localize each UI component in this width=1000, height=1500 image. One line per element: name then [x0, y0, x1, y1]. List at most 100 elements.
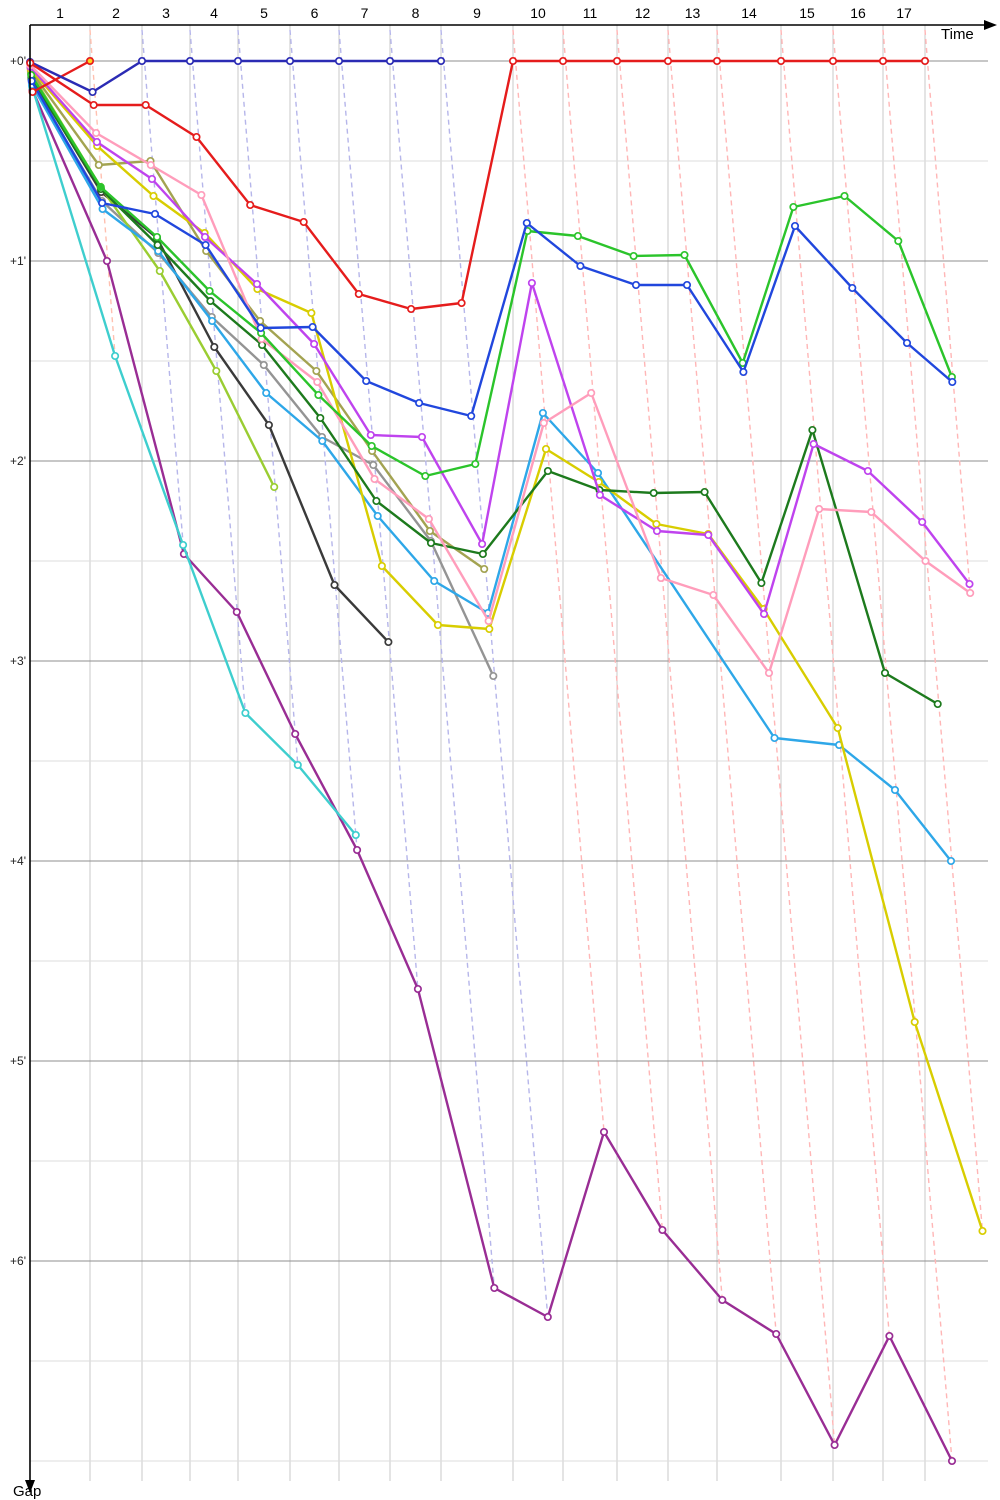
series-dark-green-marker: [543, 466, 552, 476]
x-tick-label: 4: [210, 5, 218, 21]
series-magenta-marker: [147, 174, 157, 184]
series-blue-marker: [415, 398, 424, 408]
series-olive-marker: [312, 366, 321, 376]
series-blue-marker: [848, 283, 857, 293]
series-purple-marker: [232, 607, 241, 617]
series-sky-blue-marker: [890, 785, 900, 795]
series-gray-marker: [489, 671, 498, 681]
series-green-line: [30, 74, 954, 478]
stage-dashed-line: [924, 29, 971, 594]
series-green-marker: [894, 236, 903, 246]
series-sky-blue-marker: [373, 511, 382, 521]
series-magenta-marker: [595, 490, 604, 500]
stage-dashed-line: [141, 29, 185, 555]
series-gray-marker: [369, 460, 378, 470]
stage-dashed-line: [716, 29, 836, 1446]
series-blue-marker: [739, 367, 748, 377]
series-green-marker: [205, 286, 214, 296]
series-blue-marker: [576, 261, 585, 271]
series-red-marker: [354, 289, 363, 299]
y-tick-label: +1': [10, 254, 26, 268]
series-sky-blue-marker: [538, 408, 547, 418]
series-green-marker: [421, 471, 430, 481]
stage-dashed-line: [780, 29, 891, 1337]
series-red-marker: [457, 298, 466, 308]
x-tick-label: 14: [741, 5, 757, 21]
x-tick-label: 11: [583, 5, 598, 21]
series-red-stage1-marker: [85, 56, 95, 66]
series-purple-marker: [413, 984, 422, 994]
series-purple-marker: [947, 1456, 957, 1466]
series-black-marker: [264, 420, 273, 430]
series-blue-marker: [790, 221, 800, 231]
series-sky-blue-line: [30, 84, 952, 862]
series-navy-marker: [385, 56, 395, 66]
series-magenta-marker: [652, 526, 662, 536]
series-sky-blue-marker: [593, 468, 603, 478]
series-magenta-marker: [92, 137, 101, 147]
series-red-marker: [192, 132, 201, 142]
series-blue-marker: [256, 323, 265, 333]
stage-dashed-line: [338, 29, 419, 990]
series-green-marker: [152, 232, 162, 242]
series-sky-blue-marker: [430, 576, 439, 586]
series-purple-marker: [718, 1295, 727, 1305]
x-tick-label: 10: [530, 5, 546, 21]
x-tick-label: 5: [260, 5, 268, 21]
series-pink-marker: [146, 160, 155, 170]
series-black-marker: [210, 342, 219, 352]
series-pink-marker: [539, 418, 548, 428]
series-pink-marker: [370, 474, 379, 484]
series-yellow-marker: [978, 1226, 987, 1236]
series-red-marker: [878, 56, 888, 66]
stage-dashed-line: [882, 29, 984, 1232]
series-red-marker: [141, 100, 150, 110]
series-dark-green-marker: [880, 668, 890, 678]
series-pink-marker: [966, 588, 975, 598]
series-pink-marker: [815, 504, 824, 514]
series-purple-marker: [772, 1329, 781, 1339]
series-purple-line: [31, 89, 954, 1462]
series-blue-marker: [308, 322, 317, 332]
series-red-marker: [663, 56, 673, 66]
series-magenta-line: [29, 66, 971, 616]
series-yellow-marker: [377, 561, 386, 571]
series-sky-blue-marker: [208, 316, 217, 326]
series-blue-marker: [362, 376, 371, 386]
x-tick-label: 16: [850, 5, 866, 21]
series-pink-marker: [709, 590, 718, 600]
series-red-line: [29, 59, 925, 311]
series-magenta-marker: [478, 539, 487, 549]
series-purple-marker: [599, 1127, 609, 1137]
series-red-marker: [558, 56, 568, 66]
series-purple-marker: [291, 729, 300, 739]
x-axis-title: Time: [941, 26, 974, 43]
series-light-green-marker: [270, 482, 279, 492]
y-tick-label: +6': [10, 1254, 26, 1268]
series-gray-marker: [259, 360, 268, 370]
series-blue-line: [30, 80, 954, 418]
series-blue-marker: [631, 280, 641, 290]
series-magenta-marker: [417, 432, 427, 442]
series-red-marker: [920, 56, 930, 66]
series-purple-marker: [885, 1331, 894, 1341]
series-pink-marker: [587, 388, 596, 398]
series-navy-marker: [436, 56, 446, 66]
series-pink-marker: [867, 507, 876, 517]
stage-dashed-line: [832, 29, 953, 1462]
series-purple-marker: [353, 845, 362, 855]
series-red-marker: [246, 200, 255, 210]
series-purple-marker: [543, 1312, 552, 1322]
series-dark-green-marker: [933, 699, 942, 709]
x-tick-label: 17: [896, 5, 912, 21]
series-cyan-marker: [111, 351, 120, 361]
series-red-marker: [776, 56, 786, 66]
series-black-marker: [330, 580, 339, 590]
series-dark-green-marker: [649, 488, 658, 498]
series-sky-blue-marker: [770, 733, 779, 743]
y-tick-label: +0': [10, 54, 26, 68]
series-pink-marker: [313, 377, 322, 387]
series-yellow-marker: [541, 444, 551, 454]
series-pink-marker: [656, 573, 665, 583]
